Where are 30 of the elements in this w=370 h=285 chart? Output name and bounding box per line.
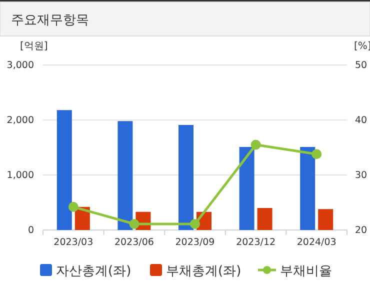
y2-tick-label: 40 (355, 115, 368, 126)
bar (257, 208, 272, 230)
point (129, 218, 140, 229)
legend-label: 부채총계(좌) (166, 264, 242, 279)
bar (118, 121, 133, 230)
y-tick-label: 3,000 (6, 60, 34, 71)
chart-title: 주요재무항목 (11, 13, 89, 28)
point (250, 140, 261, 150)
x-tick-label: 2023/09 (175, 237, 215, 248)
x-tick-label: 2024/03 (296, 237, 336, 248)
x-tick-label: 2023/03 (54, 237, 94, 248)
point (190, 218, 200, 229)
bar (300, 146, 316, 230)
bar (318, 209, 334, 230)
bar (178, 124, 194, 230)
point (68, 202, 78, 212)
y-tick-label: 1,000 (6, 170, 34, 181)
x-tick-label: 2023/06 (114, 237, 154, 248)
x-tick-label: 2023/12 (236, 237, 276, 248)
legend-label: 자산총계(좌) (56, 264, 132, 279)
bar (56, 110, 72, 230)
y2-tick-label: 50 (355, 60, 368, 71)
y-tick-label: 2,000 (6, 115, 34, 126)
y-tick-label: 0 (28, 225, 34, 236)
legend-label: 부채비율 (280, 264, 332, 279)
bar (239, 146, 254, 230)
y2-tick-label: 30 (355, 170, 368, 181)
y2-tick-label: 20 (355, 225, 368, 236)
y-axis-title: [억원] (20, 41, 48, 52)
point (312, 149, 322, 160)
